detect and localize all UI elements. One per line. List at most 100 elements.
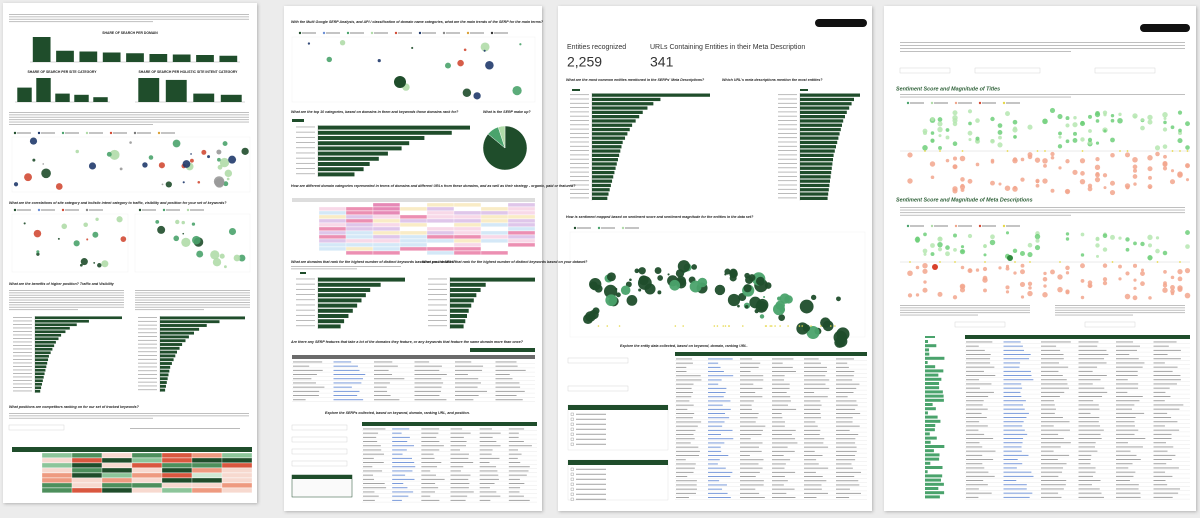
table-cell [426,230,455,235]
input[interactable] [567,385,629,392]
table-cell [399,234,428,239]
bar [800,136,839,140]
heatmap-cell [11,452,43,458]
checkbox [570,472,574,476]
input[interactable] [974,67,1041,74]
table-cell-text [836,379,853,381]
button[interactable] [1140,24,1190,32]
table-cell-text [804,446,829,448]
table-cell [507,226,536,231]
table-cell [480,202,509,207]
point [1020,251,1025,257]
bubble [181,237,191,247]
table-cell-text [836,358,855,360]
point [1012,119,1018,125]
bubble [836,296,841,302]
bubble [724,273,727,276]
input[interactable] [954,321,1006,328]
table-cell-text [1116,400,1140,402]
bar-label-text [13,345,32,346]
bar-label-text [428,314,447,316]
input[interactable] [291,460,348,467]
table-cell-text [1041,412,1055,414]
checkbox [570,467,574,471]
point [990,139,995,143]
bubble [799,299,814,314]
bar-label-text [13,341,32,343]
point [1095,156,1100,162]
legend-text [41,209,55,211]
table-cell-text [1078,488,1100,490]
bubble [61,223,68,230]
legend-text [89,132,103,134]
bar-label-text [296,314,315,316]
point [930,138,935,143]
table-cell-text [1003,408,1025,410]
table-cell-text [804,358,819,360]
bar [35,389,41,393]
table-cell-text [740,480,764,482]
table-cell-text [374,390,388,392]
table-cell-text [708,417,730,419]
bubble [462,88,472,97]
bar-label-text [428,288,447,290]
table-cell-text [804,417,822,419]
table-cell-text [1116,446,1143,448]
table-cell-text [676,497,689,498]
button[interactable] [815,19,867,27]
bar-label-text [296,168,315,169]
table-cell-text [966,471,989,473]
input[interactable] [1084,321,1136,328]
bubble [181,220,185,225]
bubble [233,254,241,262]
diverging-bar [925,457,940,461]
point [1111,261,1114,263]
input[interactable] [567,357,629,364]
table-cell-text [1078,496,1105,498]
table-cell-text [455,395,479,396]
input[interactable] [291,424,348,431]
point [1155,151,1160,157]
point [922,145,928,151]
table-cell-text [676,400,690,402]
heatmap-cell [131,472,163,478]
input[interactable] [899,67,951,74]
diverging-bar [925,432,930,436]
point [1132,263,1138,268]
text-line [900,45,1185,46]
bar [592,132,628,136]
heatmap-cell [41,472,73,478]
table-cell-text [676,383,694,385]
input[interactable] [1094,67,1156,74]
table-cell-text [1041,362,1060,364]
legend-text [17,132,31,134]
table-cell-text [1078,370,1093,372]
table-cell-text [1003,450,1022,452]
table-cell [291,238,320,243]
plot-area [569,231,866,338]
point [959,155,966,162]
bar-label-text [428,278,447,280]
bar-label-text [778,188,797,190]
table-cell-text [1078,454,1092,456]
point [968,121,972,126]
table-cell [399,250,428,255]
table-cell-text [495,374,510,375]
bubble [810,294,817,301]
point [1094,177,1101,183]
legend-text [601,227,615,229]
bar-label-text [778,102,797,104]
bar-label-text [570,180,589,182]
table-cell-text [676,362,693,364]
table-cell-text [576,483,606,485]
point [998,266,1002,270]
table-cell-text [374,369,389,371]
table-cell-text [966,391,994,393]
table-cell-text [1041,488,1064,490]
input[interactable] [291,436,348,443]
bar [35,368,46,372]
input[interactable] [291,448,348,455]
point [1094,111,1101,118]
table-cell-text [1078,438,1102,439]
bubble [592,307,600,315]
